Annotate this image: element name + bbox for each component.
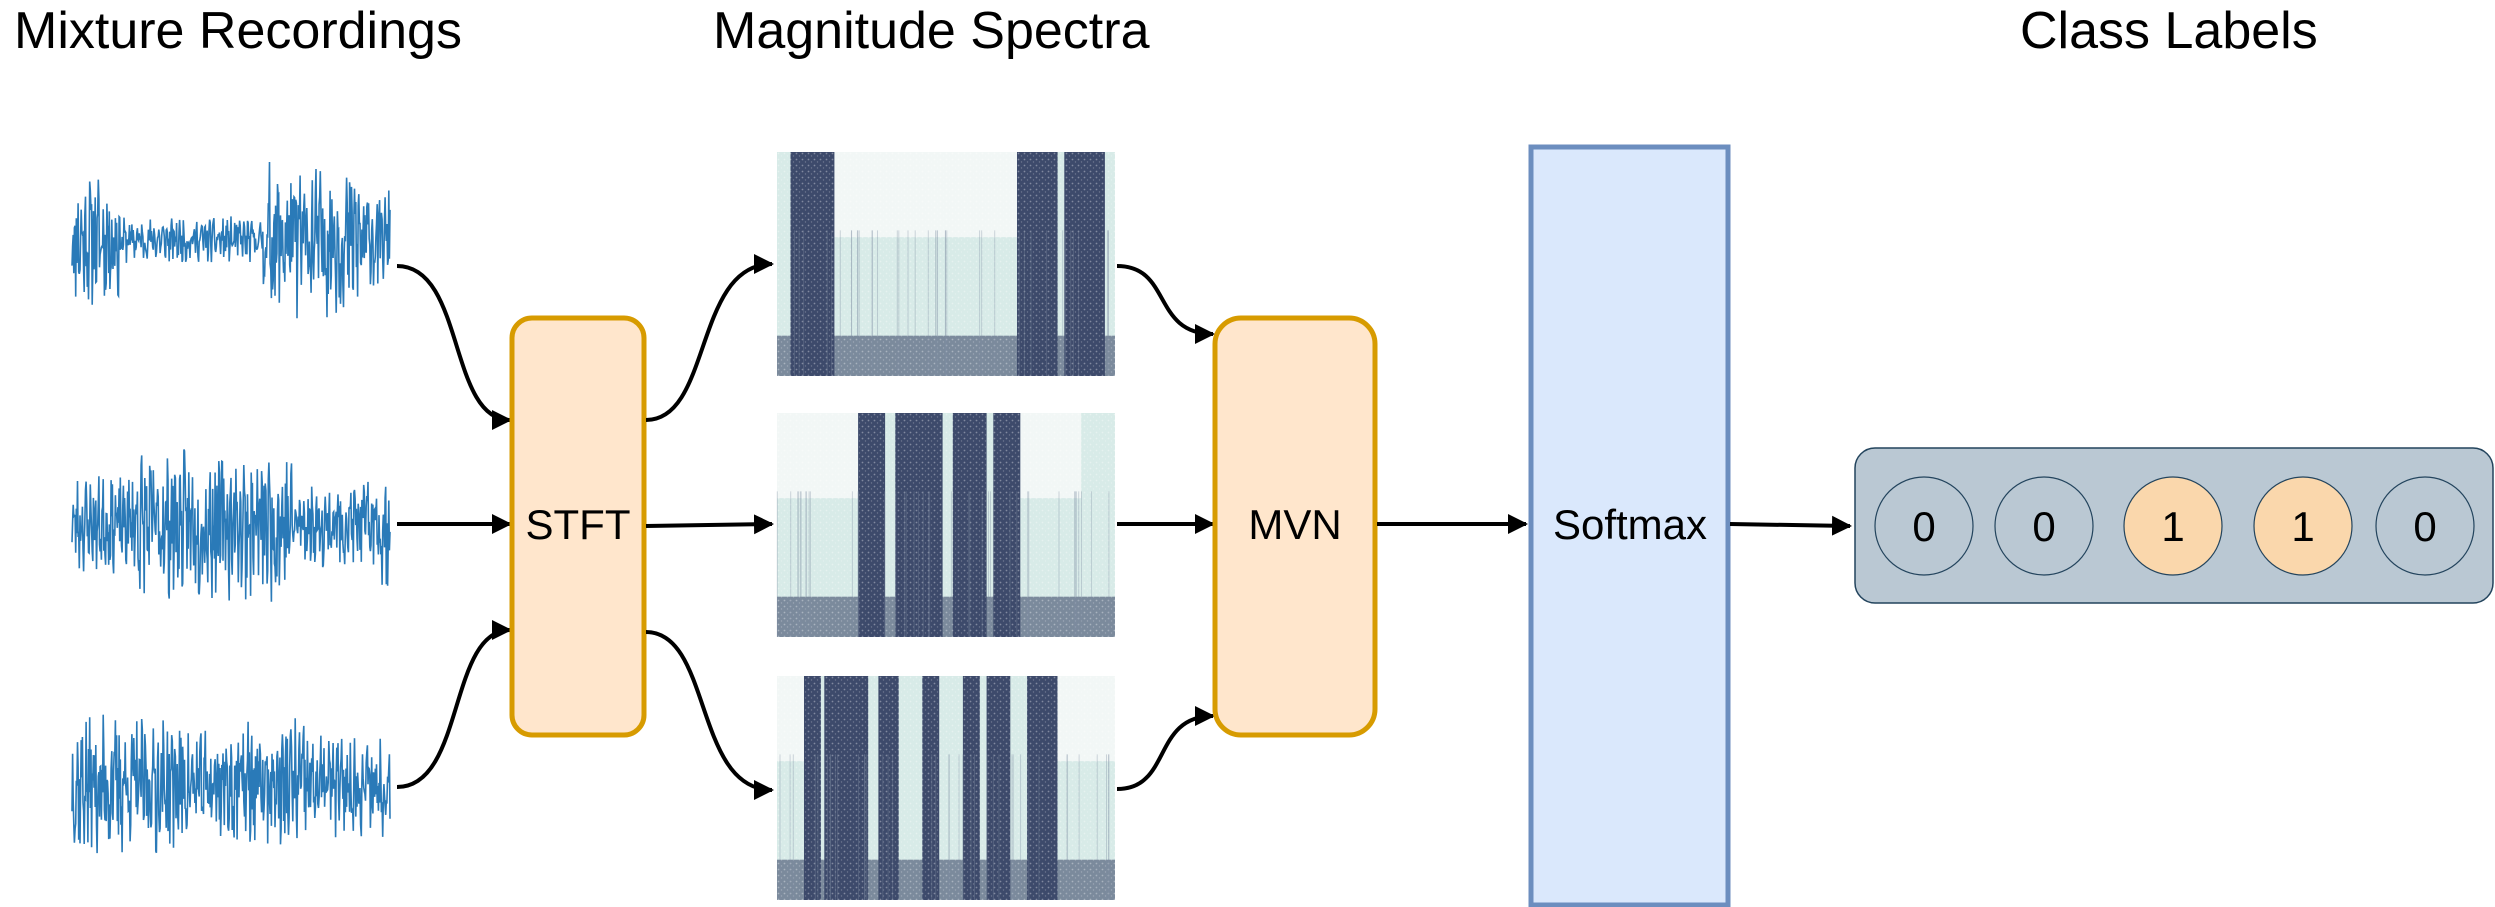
waveform-3 (71, 714, 391, 854)
arrow-spec1-to-mvn (1116, 264, 1215, 344)
spec1-texture (777, 152, 1115, 376)
mvn-block (1212, 315, 1378, 738)
class-label-circle-3 (2253, 476, 2353, 576)
class-label-value-1: 0 (2032, 503, 2055, 550)
waveform-2 (71, 449, 391, 602)
wave1-trace (71, 161, 391, 319)
arrow-stft-to-spec3 (645, 630, 774, 800)
class-label-circle-0 (1874, 476, 1974, 576)
stft-label: STFT (526, 501, 631, 548)
class-label-circle-2 (2123, 476, 2223, 576)
arrow-spec3-to-mvn (1116, 706, 1215, 791)
wave2-trace (71, 449, 391, 602)
spectrogram-3 (777, 676, 1115, 900)
spectrogram-1 (777, 152, 1115, 376)
arrow-stft-to-spec2 (645, 514, 774, 535)
class-label-circle-4 (2375, 476, 2475, 576)
class-label-circles: 0 0 1 1 0 (1874, 476, 2475, 576)
heading-mixture-recordings: Mixture Recordings (14, 2, 462, 60)
heading-class-labels: Class Labels (2020, 2, 2318, 60)
wave3-trace (71, 714, 391, 854)
spec2-texture (777, 413, 1115, 637)
arrow-wave1-to-stft (396, 264, 512, 430)
spectrogram-2 (776, 413, 1115, 637)
softmax-label: Softmax (1553, 501, 1707, 548)
arrow-wave3-to-stft (396, 620, 512, 789)
spec3-texture (777, 676, 1115, 900)
class-label-value-3: 1 (2291, 503, 2314, 550)
mvn-label: MVN (1248, 501, 1341, 548)
arrow-stft-to-spec1 (645, 254, 774, 422)
class-label-value-2: 1 (2161, 503, 2184, 550)
arrow-softmax-to-labels (1729, 515, 1852, 536)
waveform-1 (71, 161, 391, 319)
heading-magnitude-spectra: Magnitude Spectra (713, 2, 1150, 60)
class-label-value-0: 0 (1912, 503, 1935, 550)
class-label-value-4: 0 (2413, 503, 2436, 550)
class-label-circle-1 (1994, 476, 2094, 576)
stft-block (509, 315, 647, 738)
softmax-block (1528, 144, 1731, 907)
